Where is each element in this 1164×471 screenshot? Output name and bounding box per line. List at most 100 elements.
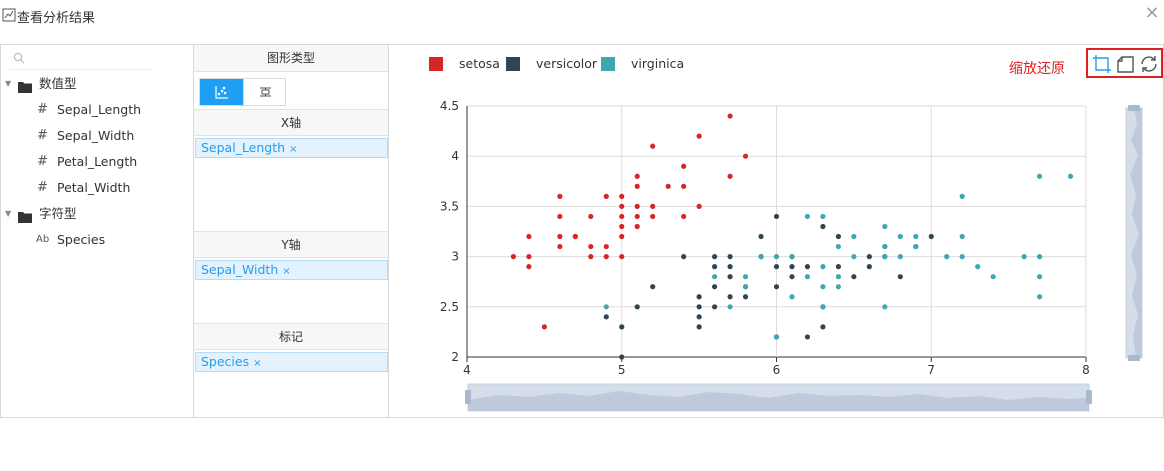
data-point-setosa[interactable] xyxy=(588,254,594,260)
data-point-versicolor[interactable] xyxy=(696,304,702,310)
data-point-versicolor[interactable] xyxy=(804,264,811,270)
data-point-versicolor[interactable] xyxy=(619,354,625,360)
data-point-versicolor[interactable] xyxy=(727,294,733,300)
box-chart-button[interactable] xyxy=(243,79,286,105)
restore-icon[interactable] xyxy=(1138,53,1160,75)
tree-item-species[interactable]: Ab Species xyxy=(1,229,191,251)
data-point-setosa[interactable] xyxy=(650,203,656,209)
remove-icon[interactable]: × xyxy=(289,144,298,155)
data-point-virginica[interactable] xyxy=(727,304,733,310)
data-point-virginica[interactable] xyxy=(835,284,841,290)
data-point-setosa[interactable] xyxy=(681,213,687,220)
data-point-setosa[interactable] xyxy=(557,233,563,240)
caret-down-icon[interactable]: ▼ xyxy=(5,79,12,88)
data-point-setosa[interactable] xyxy=(634,223,640,230)
data-point-versicolor[interactable] xyxy=(835,264,841,270)
data-point-virginica[interactable] xyxy=(773,254,780,260)
data-point-setosa[interactable] xyxy=(526,254,532,260)
data-point-versicolor[interactable] xyxy=(742,294,749,300)
data-point-virginica[interactable] xyxy=(1036,274,1043,280)
data-point-setosa[interactable] xyxy=(634,183,640,189)
data-point-versicolor[interactable] xyxy=(712,264,718,270)
data-point-setosa[interactable] xyxy=(696,133,702,139)
data-point-virginica[interactable] xyxy=(742,284,749,290)
data-point-virginica[interactable] xyxy=(1021,254,1027,260)
x-axis-field-chip[interactable]: Sepal_Length × xyxy=(195,138,388,158)
data-point-versicolor[interactable] xyxy=(696,314,702,320)
data-point-versicolor[interactable] xyxy=(727,254,733,260)
data-point-setosa[interactable] xyxy=(557,243,563,250)
data-point-versicolor[interactable] xyxy=(603,314,609,320)
data-point-virginica[interactable] xyxy=(1036,294,1043,300)
data-point-setosa[interactable] xyxy=(634,173,640,179)
data-point-setosa[interactable] xyxy=(526,233,532,240)
data-point-virginica[interactable] xyxy=(835,274,841,280)
data-point-versicolor[interactable] xyxy=(851,274,857,280)
y-zoom-handle-top[interactable] xyxy=(1128,105,1140,111)
data-point-versicolor[interactable] xyxy=(619,324,625,330)
data-point-virginica[interactable] xyxy=(820,264,826,270)
caret-down-icon[interactable]: ▼ xyxy=(5,209,12,218)
data-point-virginica[interactable] xyxy=(944,254,950,260)
data-point-virginica[interactable] xyxy=(789,254,795,260)
data-point-setosa[interactable] xyxy=(619,213,625,220)
data-point-versicolor[interactable] xyxy=(773,264,780,270)
data-point-virginica[interactable] xyxy=(882,223,888,230)
field-search-input[interactable] xyxy=(9,48,154,70)
data-point-versicolor[interactable] xyxy=(696,294,702,300)
data-point-virginica[interactable] xyxy=(882,304,888,310)
data-point-virginica[interactable] xyxy=(1036,173,1043,179)
data-point-setosa[interactable] xyxy=(588,213,594,220)
tree-item-sepal-length[interactable]: # Sepal_Length xyxy=(1,99,191,121)
tree-item-sepal-width[interactable]: # Sepal_Width xyxy=(1,125,191,147)
tree-item-petal-length[interactable]: # Petal_Length xyxy=(1,151,191,173)
data-point-versicolor[interactable] xyxy=(866,254,872,260)
data-point-setosa[interactable] xyxy=(727,173,733,179)
data-point-setosa[interactable] xyxy=(619,203,625,209)
tree-group-string[interactable]: ▼ 字符型 xyxy=(1,203,191,225)
data-point-virginica[interactable] xyxy=(804,213,811,220)
x-zoom-handle-left[interactable] xyxy=(465,390,471,404)
data-point-versicolor[interactable] xyxy=(634,304,640,310)
data-point-versicolor[interactable] xyxy=(650,284,656,290)
zoom-select-icon[interactable] xyxy=(1091,53,1113,75)
data-point-setosa[interactable] xyxy=(588,243,594,250)
data-point-virginica[interactable] xyxy=(959,193,965,199)
tree-item-petal-width[interactable]: # Petal_Width xyxy=(1,177,191,199)
scatter-chart-button[interactable] xyxy=(200,79,243,105)
data-point-setosa[interactable] xyxy=(541,324,547,330)
data-point-versicolor[interactable] xyxy=(835,233,841,240)
data-point-setosa[interactable] xyxy=(619,254,625,260)
data-point-versicolor[interactable] xyxy=(758,233,764,240)
data-point-virginica[interactable] xyxy=(851,233,857,240)
data-point-versicolor[interactable] xyxy=(712,284,718,290)
data-point-virginica[interactable] xyxy=(773,334,780,340)
data-point-virginica[interactable] xyxy=(882,254,888,260)
data-point-virginica[interactable] xyxy=(882,243,888,250)
data-point-versicolor[interactable] xyxy=(696,324,702,330)
data-point-virginica[interactable] xyxy=(959,233,965,240)
data-point-versicolor[interactable] xyxy=(897,274,903,280)
data-point-versicolor[interactable] xyxy=(712,304,718,310)
data-point-versicolor[interactable] xyxy=(820,324,826,330)
data-point-virginica[interactable] xyxy=(820,213,826,220)
data-point-setosa[interactable] xyxy=(557,213,563,220)
data-point-versicolor[interactable] xyxy=(681,254,687,260)
remove-icon[interactable]: × xyxy=(253,358,262,369)
data-point-virginica[interactable] xyxy=(990,274,996,280)
data-point-setosa[interactable] xyxy=(603,243,609,250)
data-point-versicolor[interactable] xyxy=(773,213,780,220)
x-zoom-handle-right[interactable] xyxy=(1086,390,1092,404)
data-point-virginica[interactable] xyxy=(1036,254,1043,260)
data-point-setosa[interactable] xyxy=(696,203,702,209)
data-point-versicolor[interactable] xyxy=(804,334,811,340)
data-point-virginica[interactable] xyxy=(789,294,795,300)
data-point-setosa[interactable] xyxy=(603,254,609,260)
y-zoom-handle-bottom[interactable] xyxy=(1128,355,1140,361)
data-point-versicolor[interactable] xyxy=(820,223,826,230)
data-point-setosa[interactable] xyxy=(572,233,578,240)
data-point-setosa[interactable] xyxy=(681,163,687,169)
y-axis-field-chip[interactable]: Sepal_Width × xyxy=(195,260,388,280)
tree-group-numeric[interactable]: ▼ 数值型 xyxy=(1,73,191,95)
data-point-setosa[interactable] xyxy=(510,254,517,260)
